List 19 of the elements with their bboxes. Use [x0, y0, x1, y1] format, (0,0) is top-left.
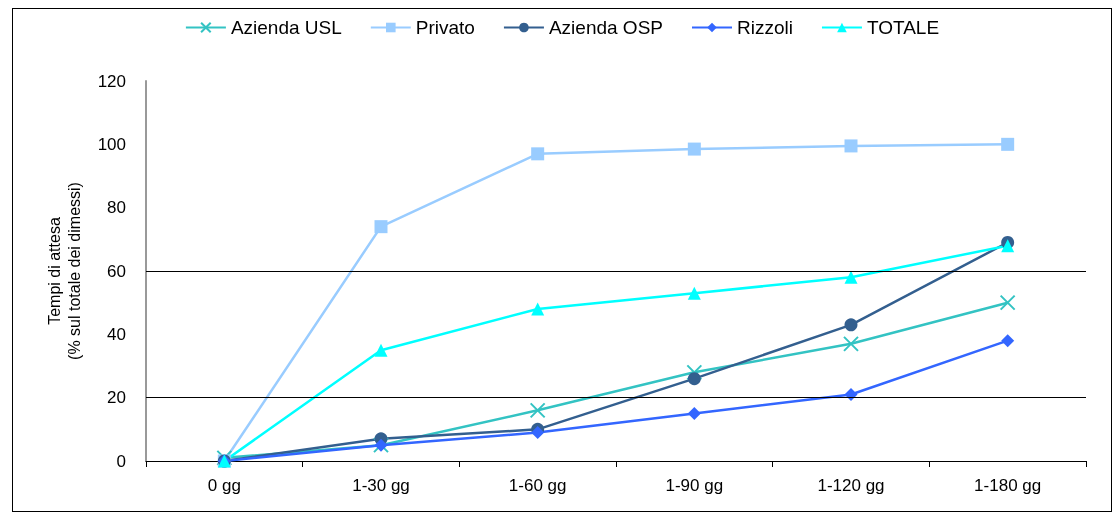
legend-label: Rizzoli — [737, 17, 793, 38]
y-tick-label: 60 — [107, 261, 126, 281]
x-tick-label: 1-180 gg — [974, 476, 1042, 495]
x-tick-label: 0 gg — [207, 476, 241, 495]
y-axis-title: Tempi di attesa (% sul totale dei dimessi) — [45, 182, 83, 360]
y-tick-label: 80 — [107, 198, 126, 218]
legend-label: TOTALE — [866, 17, 940, 38]
x-tick-label: 1-60 gg — [508, 476, 567, 495]
y-tick-label: 20 — [107, 388, 126, 408]
legend-label: Azienda USL — [230, 17, 342, 38]
legend-label: Azienda OSP — [548, 17, 664, 38]
y-tick-label: 100 — [97, 134, 126, 154]
y-tick-label: 0 — [116, 451, 126, 471]
legend-label: Privato — [415, 17, 475, 38]
x-tick-label: 1-30 gg — [352, 476, 410, 495]
x-tick-label: 1-120 gg — [817, 476, 885, 495]
y-tick-label: 120 — [97, 71, 126, 91]
y-tick-label: 40 — [107, 324, 126, 344]
x-tick-label: 1-90 gg — [665, 476, 724, 495]
